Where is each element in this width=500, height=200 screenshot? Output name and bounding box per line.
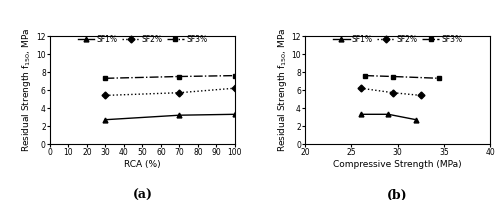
Line: SF1%: SF1% [358,112,418,122]
SF1% [386,113,392,115]
X-axis label: RCA (%): RCA (%) [124,160,160,169]
SF2% [418,94,424,97]
SF3% [436,77,442,79]
SF3% [176,75,182,78]
SF3% [362,74,368,77]
SF1% [232,113,238,115]
Y-axis label: Residual Strength f$_{150}$, MPa: Residual Strength f$_{150}$, MPa [20,28,34,152]
SF3% [102,77,108,79]
Legend: SF1%, SF2%, SF3%: SF1%, SF2%, SF3% [77,34,208,44]
SF1% [176,114,182,116]
SF2% [232,87,238,89]
SF2% [102,94,108,97]
SF1% [102,118,108,121]
SF1% [358,113,364,115]
SF2% [390,91,396,94]
Line: SF1%: SF1% [103,112,238,122]
SF3% [390,75,396,78]
SF3% [232,74,238,77]
SF2% [176,91,182,94]
X-axis label: Compressive Strength (MPa): Compressive Strength (MPa) [334,160,462,169]
Line: SF3%: SF3% [363,73,442,81]
Line: SF3%: SF3% [103,73,238,81]
Line: SF2%: SF2% [358,86,423,98]
Y-axis label: Residual Strength f$_{150}$, MPa: Residual Strength f$_{150}$, MPa [276,28,288,152]
Text: (b): (b) [388,189,408,200]
Legend: SF1%, SF2%, SF3%: SF1%, SF2%, SF3% [332,34,463,44]
Text: (a): (a) [132,189,152,200]
Line: SF2%: SF2% [103,86,238,98]
SF2% [358,87,364,89]
SF1% [413,118,419,121]
